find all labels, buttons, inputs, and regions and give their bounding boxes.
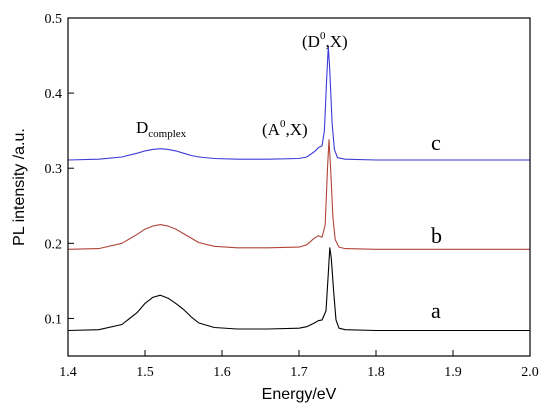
y-tick-label: 0.1 <box>45 312 63 327</box>
series-label-a: a <box>431 298 441 323</box>
y-axis-label: PL intensity /a.u. <box>11 128 28 246</box>
series-label-c: c <box>431 130 441 155</box>
annotation-d-complex: Dcomplex <box>136 118 187 140</box>
x-tick-label: 1.8 <box>367 365 385 380</box>
x-tick-label: 1.4 <box>59 365 77 380</box>
y-tick-label: 0.4 <box>45 87 63 102</box>
series-line-b <box>67 139 530 250</box>
axis-ticks: 1.4 1.5 1.6 1.7 1.8 1.9 2.0 0.1 0.2 0.3 0.4 0.5 <box>45 12 539 380</box>
y-tick-label: 0.3 <box>45 162 63 177</box>
series-line-a <box>67 247 530 332</box>
spectra-series-group <box>67 45 530 332</box>
y-tick-label: 0.2 <box>45 237 63 252</box>
y-tick-label: 0.5 <box>45 12 63 27</box>
x-tick-label: 1.7 <box>290 365 308 380</box>
x-tick-label: 2.0 <box>521 365 539 380</box>
series-label-b: b <box>431 223 442 248</box>
x-tick-label: 1.5 <box>136 365 154 380</box>
x-tick-label: 1.9 <box>444 365 462 380</box>
annotation-a0x: (A0,X) <box>262 118 308 139</box>
x-tick-label: 1.6 <box>213 365 231 380</box>
plot-frame <box>67 17 531 357</box>
annotation-d0x: (D0,X) <box>302 30 348 51</box>
x-axis-label: Energy/eV <box>262 386 337 403</box>
series-line-c <box>67 45 530 161</box>
